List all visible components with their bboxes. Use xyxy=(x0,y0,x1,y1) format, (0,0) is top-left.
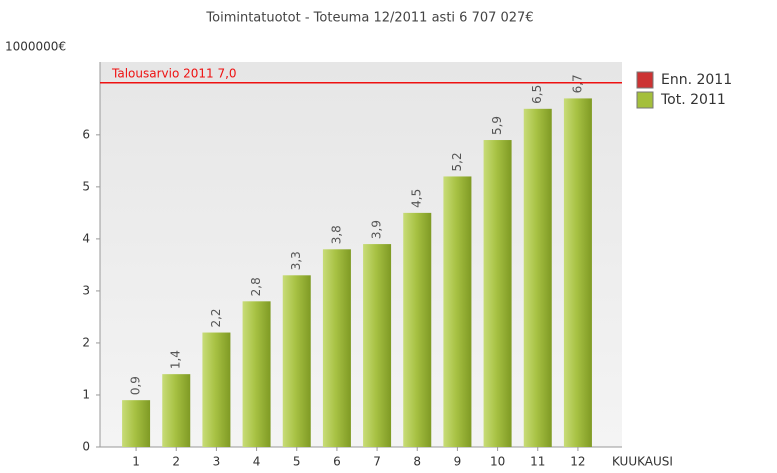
x-tick-label: 10 xyxy=(490,455,505,469)
bar xyxy=(282,275,311,447)
value-label: 3,9 xyxy=(370,220,384,239)
x-tick-label: 1 xyxy=(132,455,140,469)
bar xyxy=(242,301,271,447)
legend-label: Enn. 2011 xyxy=(661,72,732,88)
x-tick-label: 12 xyxy=(570,455,585,469)
y-tick-label: 0 xyxy=(82,440,90,454)
y-axis-label: 1000000€ xyxy=(5,40,66,54)
bar xyxy=(122,400,151,447)
bar xyxy=(523,108,552,447)
x-tick-label: 5 xyxy=(293,455,301,469)
x-tick-label: 9 xyxy=(454,455,462,469)
bar xyxy=(403,212,432,447)
reference-label: Talousarvio 2011 7,0 xyxy=(111,66,237,80)
y-tick-label: 4 xyxy=(82,231,90,245)
chart-title: Toimintatuotot - Toteuma 12/2011 asti 6 … xyxy=(205,11,533,26)
x-tick-label: 8 xyxy=(413,455,421,469)
value-label: 1,4 xyxy=(169,350,183,369)
x-tick-label: 7 xyxy=(373,455,381,469)
bar xyxy=(363,244,392,447)
x-tick-label: 2 xyxy=(172,455,180,469)
bar xyxy=(483,140,512,448)
value-label: 6,7 xyxy=(570,74,584,93)
legend-swatch xyxy=(636,91,654,109)
value-label: 2,2 xyxy=(209,308,223,327)
x-tick-label: 3 xyxy=(213,455,221,469)
x-tick-label: 11 xyxy=(530,455,545,469)
bar xyxy=(322,249,351,447)
value-label: 0,9 xyxy=(129,376,143,395)
x-tick-label: 6 xyxy=(333,455,341,469)
value-label: 5,9 xyxy=(490,116,504,135)
y-tick-label: 6 xyxy=(82,127,90,141)
value-label: 3,3 xyxy=(289,251,303,270)
bar xyxy=(563,98,592,448)
value-label: 6,5 xyxy=(530,85,544,104)
bar xyxy=(443,176,472,447)
y-tick-label: 1 xyxy=(82,387,90,401)
x-tick-label: 4 xyxy=(253,455,261,469)
y-tick-label: 5 xyxy=(82,179,90,193)
y-tick-label: 2 xyxy=(82,335,90,349)
value-label: 3,8 xyxy=(329,225,343,244)
legend-label: Tot. 2011 xyxy=(660,92,726,108)
x-axis-label: KUUKAUSI xyxy=(612,455,673,469)
y-tick-label: 3 xyxy=(82,283,90,297)
legend-swatch xyxy=(636,71,654,89)
value-label: 5,2 xyxy=(450,152,464,171)
bar xyxy=(162,374,191,447)
value-label: 2,8 xyxy=(249,277,263,296)
value-label: 4,5 xyxy=(410,189,424,208)
bar xyxy=(202,332,231,447)
